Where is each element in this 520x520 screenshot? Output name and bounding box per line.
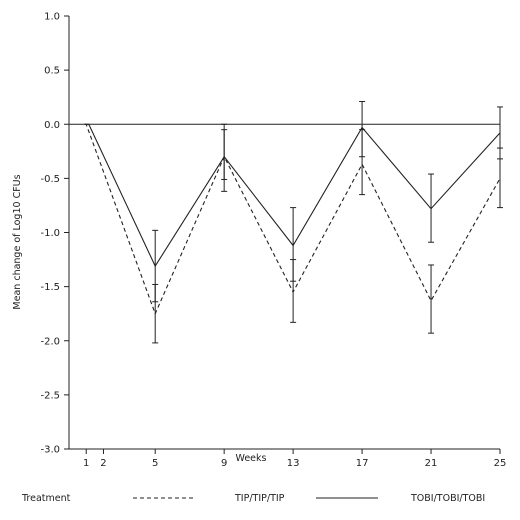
y-tick-label: 0.0 (44, 120, 60, 131)
y-tick-label: -0.5 (40, 174, 60, 185)
series-line-tobi (84, 123, 501, 268)
y-tick-label: -3.0 (40, 445, 60, 456)
x-tick-label: 17 (356, 458, 369, 469)
y-axis-label: Mean change of Log10 CFUs (12, 174, 23, 309)
y-tick-label: -2.5 (40, 390, 60, 401)
y-tick-label: -1.0 (40, 228, 60, 239)
x-axis-label: Weeks (236, 453, 267, 464)
x-tick-label: 21 (425, 458, 438, 469)
series-line-tip (84, 123, 501, 316)
y-tick-label: -2.0 (40, 336, 60, 347)
y-tick-label: 0.5 (44, 66, 60, 77)
y-tick-label: -1.5 (40, 282, 60, 293)
legend-title: Treatment (21, 493, 71, 504)
y-tick-label: 1.0 (44, 12, 60, 23)
legend-label-tobi: TOBI/TOBI/TOBI (410, 493, 485, 504)
x-tick-label: 5 (152, 458, 158, 469)
x-tick-label: 25 (494, 458, 507, 469)
x-tick-label: 2 (100, 458, 106, 469)
legend-label-tip: TIP/TIP/TIP (234, 493, 285, 504)
x-tick-label: 9 (221, 458, 227, 469)
x-tick-label: 1 (83, 458, 89, 469)
x-tick-label: 13 (287, 458, 300, 469)
